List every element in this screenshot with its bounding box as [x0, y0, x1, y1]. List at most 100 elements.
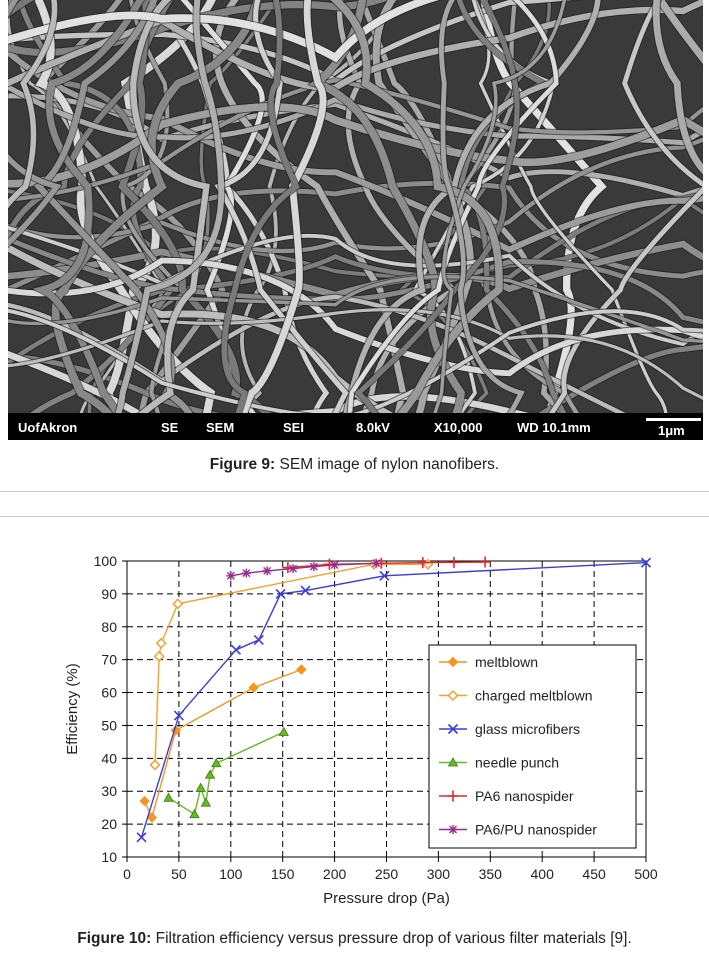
sem-lab-label: UofAkron — [18, 420, 78, 435]
fiber — [8, 275, 703, 343]
data-point-needle-punch — [163, 792, 174, 802]
sem-signal-label: SE — [161, 420, 179, 435]
data-point-needle-punch — [200, 797, 212, 807]
chart-legend: meltblown charged meltblown glass microfib… — [428, 644, 637, 849]
sem-magnification-label: X10,000 — [434, 420, 483, 435]
series-glass-microfibers — [136, 557, 652, 843]
data-point-glass-microfibers — [136, 832, 147, 843]
data-point-pa6-pu-nanospider — [371, 558, 381, 568]
y-tick-label: 90 — [101, 586, 117, 602]
fiber — [8, 0, 440, 63]
data-point-needle-punch — [278, 726, 289, 736]
legend-label: PA6/PU nanospider — [475, 822, 597, 838]
fiber — [439, 0, 525, 413]
legend-label: charged meltblown — [475, 688, 593, 704]
y-tick-label: 20 — [101, 816, 117, 832]
figure-9-caption: Figure 9: SEM image of nylon nanofibers. — [0, 456, 709, 474]
data-point-pa6-pu-nanospider — [226, 571, 236, 581]
data-point-needle-punch — [204, 769, 216, 779]
sem-detector-label: SEI — [283, 420, 304, 435]
series-pa6-nanospider — [282, 556, 491, 574]
fiber — [8, 236, 703, 325]
legend-swatch-marker — [447, 757, 459, 767]
fiber — [240, 0, 327, 413]
legend-swatch-marker — [447, 656, 459, 668]
data-point-glass-microfibers — [173, 710, 184, 721]
fiber — [8, 78, 703, 202]
legend-label: meltblown — [475, 654, 538, 670]
sem-voltage-label: 8.0kV — [356, 420, 390, 435]
sem-working-distance-label: WD 10.1mm — [517, 420, 591, 435]
x-axis-label: Pressure drop (Pa) — [323, 890, 450, 907]
data-point-pa6-pu-nanospider — [262, 566, 272, 576]
y-tick-label: 50 — [101, 717, 117, 733]
data-point-pa6-pu-nanospider — [330, 560, 340, 570]
x-tick-label: 400 — [531, 866, 555, 882]
data-point-glass-microfibers — [300, 585, 311, 596]
data-point-needle-punch — [195, 782, 206, 792]
fiber — [130, 0, 210, 413]
fiber — [8, 308, 703, 400]
legend-swatch-marker — [447, 723, 459, 735]
sem-mode-label: SEM — [206, 420, 235, 435]
fiber — [8, 0, 62, 248]
legend-entry-pa6-nanospider: PA6 nanospider — [439, 788, 574, 804]
fiber — [8, 344, 703, 413]
series-charged-meltblown — [149, 558, 434, 771]
series-meltblown — [139, 664, 307, 823]
scale-bar — [646, 418, 701, 421]
legend-label: PA6 nanospider — [475, 788, 574, 804]
y-tick-label: 70 — [101, 652, 117, 668]
y-axis-label: Efficiency (%) — [64, 663, 81, 754]
divider — [0, 516, 709, 517]
legend-entry-needle-punch: needle punch — [439, 755, 559, 771]
x-tick-label: 500 — [634, 866, 658, 882]
fiber — [330, 0, 503, 413]
figure-9-caption-label: Figure 9: — [209, 456, 276, 473]
chart-series — [136, 556, 652, 843]
fiber — [8, 93, 703, 199]
legend-entry-glass-microfibers: glass microfibers — [439, 721, 580, 737]
fiber — [115, 0, 225, 413]
data-point-charged-meltblown — [155, 637, 167, 649]
series-line-charged-meltblown — [154, 563, 428, 765]
legend-entry-charged-meltblown: charged meltblown — [439, 688, 593, 704]
fiber — [120, 0, 186, 413]
data-point-glass-microfibers — [253, 634, 264, 645]
data-point-glass-microfibers — [640, 557, 652, 568]
y-tick-label: 100 — [94, 553, 118, 569]
fiber — [8, 0, 58, 209]
x-tick-label: 350 — [479, 866, 503, 882]
x-tick-label: 450 — [582, 866, 606, 882]
y-tick-label: 30 — [101, 783, 117, 799]
x-tick-label: 100 — [219, 866, 243, 882]
series-needle-punch — [163, 726, 289, 819]
figure-10-caption: Figure 10: Filtration efficiency versus … — [0, 930, 709, 948]
x-tick-label: 250 — [375, 866, 399, 882]
x-tick-label: 300 — [427, 866, 451, 882]
divider — [0, 491, 709, 492]
fiber — [221, 0, 300, 413]
fiber — [33, 0, 193, 413]
fiber — [372, 0, 474, 413]
data-point-meltblown — [139, 795, 150, 807]
data-point-glass-microfibers — [230, 644, 242, 655]
legend-swatch-marker — [447, 689, 459, 702]
legend-swatch-marker — [448, 825, 458, 834]
series-line-glass-microfibers — [140, 561, 647, 838]
fiber — [473, 0, 668, 413]
legend-box — [428, 644, 637, 849]
y-tick-label: 60 — [101, 685, 117, 701]
y-tick-label: 80 — [101, 619, 117, 635]
data-point-needle-punch — [189, 808, 200, 819]
series-pa6-pu-nanospider — [226, 558, 381, 581]
y-tick-label: 40 — [101, 750, 117, 766]
nanofiber-texture — [8, 0, 703, 413]
x-tick-label: 200 — [323, 866, 347, 882]
legend-swatch-marker — [447, 790, 459, 802]
data-point-glass-microfibers — [379, 570, 390, 581]
x-tick-label: 50 — [171, 866, 187, 882]
y-tick-label: 10 — [101, 849, 117, 865]
legend-entry-meltblown: meltblown — [439, 654, 538, 670]
fiber — [8, 48, 703, 254]
